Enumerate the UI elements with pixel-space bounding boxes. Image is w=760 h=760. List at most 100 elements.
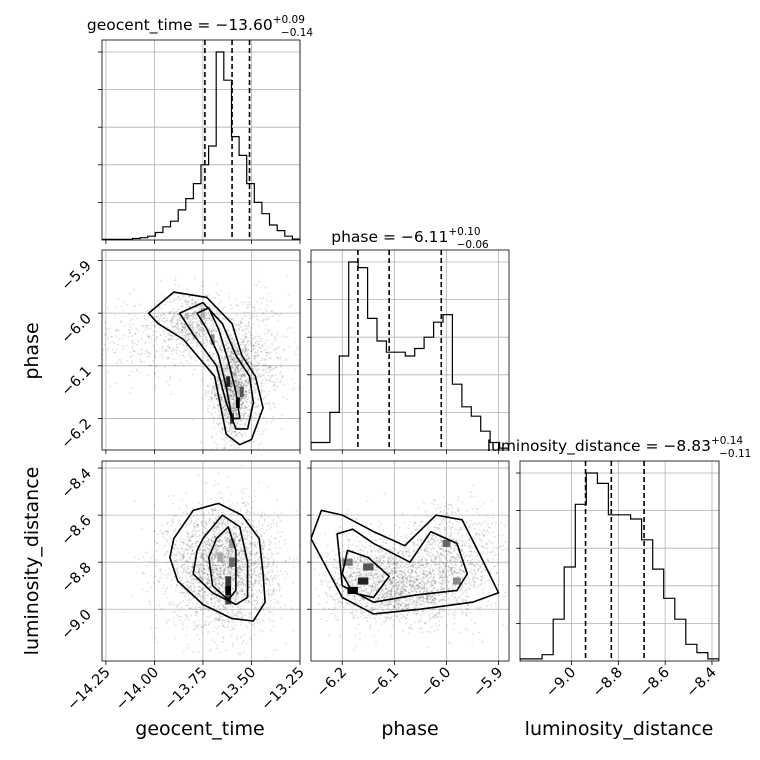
sample-point (196, 596, 199, 598)
sample-point (255, 369, 258, 372)
sample-point (215, 443, 218, 446)
sample-point (190, 520, 193, 523)
sample-point (242, 414, 245, 416)
sample-point (241, 375, 243, 377)
sample-point (212, 512, 215, 515)
sample-point (243, 384, 245, 386)
sample-point (192, 552, 195, 555)
sample-point (210, 378, 213, 380)
sample-point (228, 371, 231, 374)
sample-point (232, 371, 235, 374)
sample-point (242, 502, 245, 505)
sample-point (206, 360, 209, 362)
sample-point (235, 534, 238, 537)
sample-point (190, 314, 193, 317)
sample-point (264, 396, 267, 398)
sample-point (235, 418, 237, 421)
sample-point (253, 379, 256, 381)
sample-point (175, 332, 178, 334)
sample-point (257, 271, 260, 273)
sample-point (152, 554, 155, 557)
sample-point (213, 402, 216, 405)
sample-point (264, 656, 267, 659)
sample-point (257, 617, 260, 620)
sample-point (230, 386, 233, 388)
sample-point (161, 293, 163, 296)
sample-point (224, 368, 227, 371)
sample-point (242, 341, 245, 344)
sample-point (199, 308, 202, 311)
sample-point (192, 321, 195, 324)
sample-point (197, 325, 200, 328)
sample-point (216, 525, 218, 528)
sample-point (215, 330, 218, 333)
sample-point (214, 564, 217, 567)
sample-point (259, 572, 261, 575)
sample-point (167, 356, 170, 359)
sample-point (266, 564, 269, 567)
sample-point (222, 606, 225, 608)
sample-point (254, 308, 257, 310)
sample-point (256, 354, 258, 357)
sample-point (190, 614, 193, 617)
sample-point (141, 588, 144, 591)
sample-point (204, 314, 207, 317)
sample-point (173, 547, 176, 549)
sample-point (217, 573, 219, 576)
sample-point (117, 359, 120, 361)
sample-point (224, 606, 227, 609)
sample-point (130, 362, 133, 364)
sample-point (200, 441, 202, 444)
sample-point (250, 332, 253, 334)
sample-point (212, 329, 215, 331)
sample-point (233, 339, 236, 342)
sample-point (245, 337, 248, 340)
sample-point (245, 595, 248, 598)
sample-point (250, 573, 253, 576)
sample-point (222, 636, 225, 639)
sample-point (230, 398, 233, 400)
sample-point (199, 586, 202, 589)
sample-point (264, 368, 267, 371)
sample-point (195, 566, 198, 569)
sample-point (200, 323, 203, 325)
sample-point (232, 398, 235, 401)
sample-point (228, 621, 231, 624)
sample-point (237, 542, 240, 545)
sample-point (195, 321, 198, 323)
sample-point (136, 369, 138, 372)
sample-point (174, 338, 177, 341)
sample-point (176, 339, 178, 342)
sample-point (208, 550, 211, 553)
sample-point (229, 392, 232, 394)
sample-point (186, 312, 189, 315)
sample-point (218, 324, 221, 326)
sample-point (224, 522, 227, 524)
sample-point (222, 521, 225, 523)
sample-point (184, 348, 187, 351)
sample-point (200, 570, 203, 573)
sample-point (185, 313, 187, 316)
sample-point (240, 397, 243, 400)
sample-point (273, 383, 276, 386)
sample-point (202, 521, 204, 524)
sample-point (220, 388, 223, 391)
sample-point (257, 368, 260, 371)
sample-point (182, 553, 185, 555)
sample-point (214, 393, 217, 396)
sample-point (166, 345, 169, 347)
sample-point (211, 319, 214, 322)
sample-point (265, 309, 267, 312)
sample-point (237, 553, 240, 556)
sample-point (229, 392, 232, 395)
sample-point (232, 356, 234, 359)
sample-point (242, 360, 244, 362)
sample-point (164, 314, 167, 317)
sample-point (241, 334, 244, 337)
sample-point (181, 325, 184, 328)
sample-point (236, 390, 239, 393)
sample-point (216, 310, 218, 313)
sample-point (191, 418, 194, 421)
sample-point (268, 352, 271, 355)
sample-point (237, 365, 240, 367)
